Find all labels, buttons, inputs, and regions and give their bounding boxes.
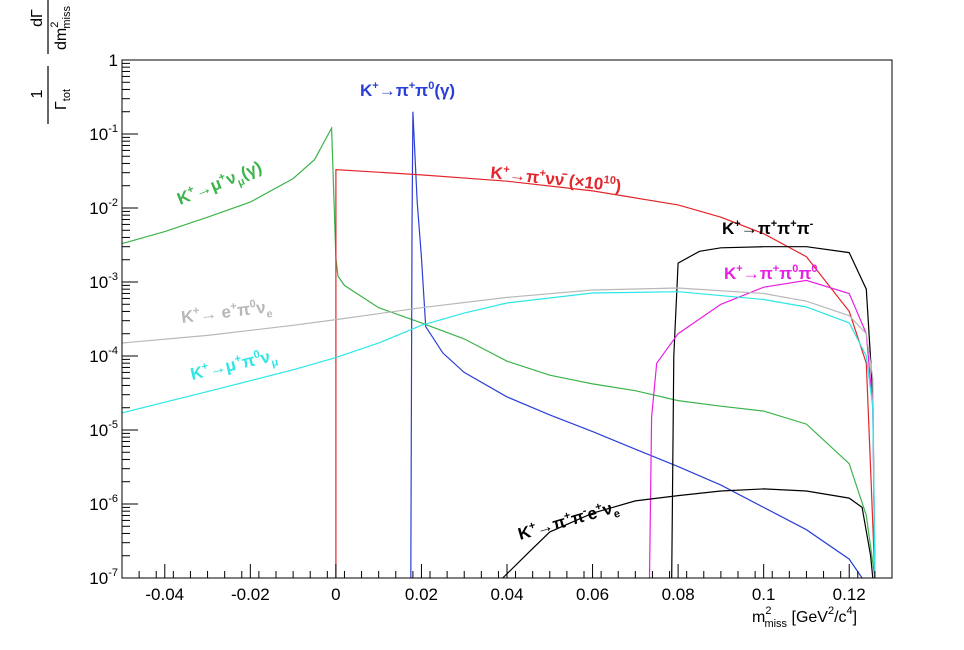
y-tick-label: 10-5 [89, 419, 118, 440]
y-tick-label: 10-4 [89, 345, 118, 366]
y-title-dgamma: dΓ [29, 9, 46, 27]
series-line-1 [410, 111, 863, 579]
curves-layer [121, 111, 876, 579]
curve-label-3: K+→π+π+π- [722, 218, 814, 238]
curve-label-6: K+→μ+π0νμ [188, 345, 279, 388]
x-tick-label: 0.08 [662, 585, 695, 604]
curve-label-1: K+→π+π0(γ) [360, 80, 455, 100]
x-tick-label: -0.04 [145, 585, 184, 604]
curve-label-2: K+→π+νν̄ (×1010) [490, 162, 623, 196]
series-line-6 [121, 291, 876, 579]
series-line-7 [502, 488, 874, 579]
series-line-5 [121, 287, 876, 579]
y-tick-label: 10-2 [89, 197, 118, 218]
y-title-dm: dm2miss [49, 6, 73, 50]
x-tick-label: 0.1 [752, 585, 776, 604]
curve-label-5: K+→ e+π0νe [180, 296, 273, 331]
y-axis-title: 1 Γtot dΓ dm2miss [29, 0, 73, 124]
curve-label-7: K+→π+π-e+νe [516, 496, 622, 548]
x-axis-title: m2 miss [GeV2/c4] [752, 605, 857, 630]
y-tick-label: 1 [109, 51, 118, 70]
y-tick-label: 10-6 [89, 493, 118, 514]
x-tick-label: 0.02 [405, 585, 438, 604]
series-line-3 [671, 246, 876, 579]
x-tick-label: 0.12 [833, 585, 866, 604]
series-line-4 [648, 279, 876, 579]
y-title-one: 1 [29, 89, 46, 98]
y-tick-label: 10-3 [89, 271, 118, 292]
x-tick-label: -0.02 [231, 585, 270, 604]
y-tick-label: 10-7 [89, 567, 118, 588]
curve-label-0: K+→μ+νμ(γ) [174, 157, 266, 213]
x-tick-label: 0.04 [490, 585, 523, 604]
series-line-0 [121, 125, 876, 579]
ticks-layer: -0.04 -0.02 0 0.02 0.04 0.06 0.08 0.1 0.12 10-7 10… [89, 51, 893, 604]
curve-labels-layer: K+→μ+νμ(γ) K+→π+π0(γ) K+→π+νν̄ (×1010) K+→π… [174, 80, 817, 548]
x-tick-label: 0 [331, 585, 340, 604]
series-line-2 [335, 168, 876, 579]
curve-label-4: K+→π+π0π0 [724, 263, 817, 283]
x-tick-label: 0.06 [576, 585, 609, 604]
y-title-gamma: Γtot [53, 89, 73, 110]
y-tick-label: 10-1 [89, 123, 118, 144]
